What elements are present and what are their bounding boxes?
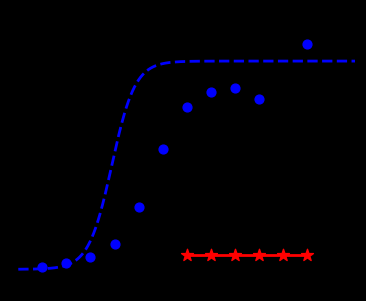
Point bbox=[136, 204, 142, 209]
Point bbox=[184, 104, 190, 109]
Point bbox=[280, 252, 286, 257]
Point bbox=[232, 86, 238, 91]
Point bbox=[87, 254, 93, 259]
Point bbox=[160, 146, 165, 151]
Point bbox=[112, 242, 117, 247]
Point bbox=[63, 261, 69, 265]
Point bbox=[40, 265, 45, 270]
Point bbox=[184, 252, 190, 257]
Point bbox=[208, 90, 214, 95]
Point bbox=[304, 42, 310, 47]
Point bbox=[208, 252, 214, 257]
Point bbox=[256, 96, 262, 101]
Point bbox=[232, 252, 238, 257]
Point bbox=[256, 252, 262, 257]
Point bbox=[304, 252, 310, 257]
